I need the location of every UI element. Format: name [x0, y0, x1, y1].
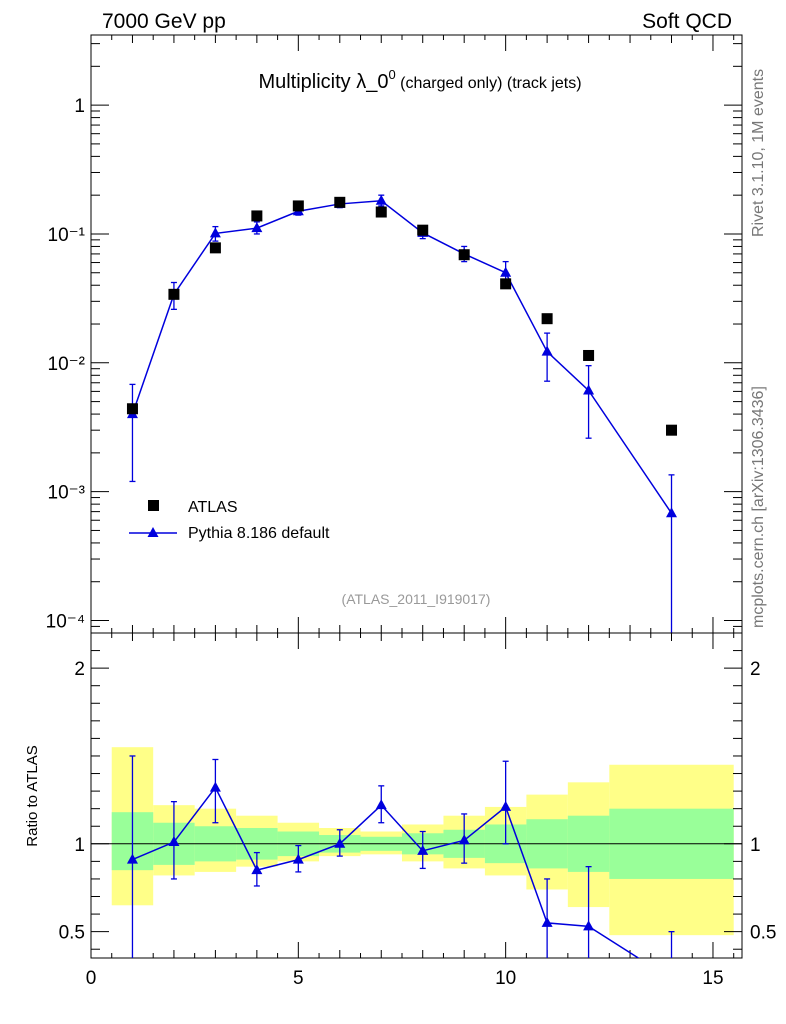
y-tick-label: 10⁻³ [48, 483, 86, 504]
legend-atlas-marker [148, 500, 159, 511]
ratio-point [583, 920, 595, 931]
y-tick-label: 10⁻² [48, 354, 86, 375]
analysis-watermark: (ATLAS_2011_I919017) [342, 591, 491, 607]
ratio-point [500, 800, 512, 811]
ratio-y-tick-label-right: 2 [750, 659, 761, 680]
ratio-y-tick-label-right: 1 [750, 835, 761, 856]
ratio-y-tick-label-right: 0.5 [750, 923, 776, 944]
ratio-point [458, 834, 470, 845]
ratio-panel: Ratio to ATLAS 0.5 0.5 1 1 2 2 0 5 10 15 [24, 632, 776, 989]
x-tick-label: 5 [293, 968, 304, 989]
ratio-point [168, 836, 180, 847]
y-tick-label: 10⁻⁴ [46, 612, 85, 633]
header-energy-label: 7000 GeV pp [102, 10, 226, 33]
atlas-point [666, 424, 678, 436]
legend-atlas-label: ATLAS [188, 499, 238, 516]
legend-pythia-marker [147, 527, 159, 537]
atlas-point [500, 278, 512, 290]
atlas-point [417, 224, 429, 236]
atlas-point [541, 313, 553, 325]
ratio-plot-frame [90, 632, 743, 959]
ratio-point [251, 864, 263, 875]
x-tick-label: 15 [702, 968, 723, 989]
main-panel: Multiplicity λ_00 (charged only) (track … [46, 34, 743, 634]
legend: ATLAS Pythia 8.186 default [129, 499, 330, 542]
pythia-point [375, 194, 387, 205]
ratio-axis-ticks: 0.5 0.5 1 1 2 2 0 5 10 15 [59, 633, 776, 989]
x-tick-label: 0 [86, 968, 97, 989]
side-label-mcplots: mcplots.cern.ch [arXiv:1306.3436] [750, 386, 767, 628]
pythia-point [541, 345, 553, 356]
ratio-point [209, 781, 221, 792]
ratio-point [126, 853, 138, 864]
ratio-y-tick-label: 1 [74, 835, 85, 856]
main-title: Multiplicity λ_00 (charged only) (track … [258, 67, 581, 93]
ratio-y-tick-label: 2 [74, 659, 85, 680]
ratio-point [292, 853, 304, 864]
ratio-ylabel: Ratio to ATLAS [24, 745, 41, 846]
x-tick-label: 10 [495, 968, 516, 989]
atlas-point [375, 206, 387, 218]
ratio-point [375, 799, 387, 810]
ratio-clipped-group [126, 755, 677, 983]
ratio-point [541, 916, 553, 927]
ratio-y-tick-label: 0.5 [59, 923, 85, 944]
pythia-point [209, 227, 221, 238]
ratio-data-marks [126, 755, 677, 983]
atlas-point [292, 200, 304, 212]
header-category-label: Soft QCD [642, 10, 732, 33]
pythia-point [666, 507, 678, 518]
atlas-point [334, 196, 346, 208]
atlas-point [168, 288, 180, 300]
ratio-point [334, 837, 346, 848]
pythia-point [583, 384, 595, 395]
side-label-rivet: Rivet 3.1.10, 1M events [750, 69, 767, 237]
ratio-point [666, 973, 677, 983]
atlas-point [251, 210, 263, 222]
pythia-point [251, 222, 263, 233]
atlas-point [209, 242, 221, 254]
main-data-marks [126, 194, 678, 633]
atlas-point [458, 249, 470, 261]
y-tick-label: 1 [74, 96, 85, 117]
main-plot-frame [90, 34, 743, 634]
pythia-point [500, 266, 512, 277]
atlas-point [126, 403, 138, 415]
ratio-point [417, 844, 429, 855]
y-tick-label: 10⁻¹ [48, 225, 86, 246]
atlas-point [583, 349, 595, 361]
legend-pythia-label: Pythia 8.186 default [188, 525, 330, 542]
ratio-uncertainty-bands [91, 747, 742, 936]
main-axis-ticks: 10⁻⁴ 10⁻³ 10⁻² 10⁻¹ 1 [46, 35, 742, 634]
